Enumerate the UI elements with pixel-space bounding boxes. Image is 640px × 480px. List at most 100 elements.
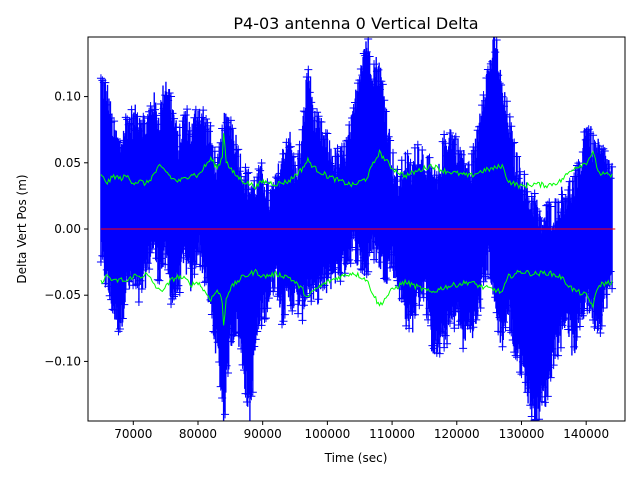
data-point-marker xyxy=(493,37,495,40)
data-point-marker xyxy=(169,114,178,123)
x-tick-label: 120000 xyxy=(434,427,480,441)
data-point-marker xyxy=(96,257,105,266)
data-point-marker xyxy=(118,314,127,323)
data-point-marker xyxy=(511,351,520,360)
data-point-marker xyxy=(260,315,269,324)
data-point-marker xyxy=(251,335,260,344)
data-point-marker xyxy=(263,304,272,313)
data-point-marker xyxy=(304,65,313,74)
data-point-marker xyxy=(210,147,219,156)
data-point-marker xyxy=(596,329,605,338)
data-point-marker xyxy=(510,138,519,147)
y-axis: 0.10 0.05 0.00 −0.05 −0.10 xyxy=(44,90,88,368)
data-point-marker xyxy=(467,317,476,326)
chart-title: P4-03 antenna 0 Vertical Delta xyxy=(233,14,478,33)
data-point-marker xyxy=(190,270,199,279)
data-point-marker xyxy=(244,168,253,177)
data-point-marker xyxy=(261,314,270,323)
data-point-marker xyxy=(114,138,123,147)
data-point-marker xyxy=(242,169,251,178)
data-point-marker xyxy=(250,342,259,351)
series-vertical-delta xyxy=(96,37,617,421)
data-point-marker xyxy=(183,105,192,114)
data-point-marker xyxy=(440,130,449,139)
data-point-marker xyxy=(495,79,504,88)
data-point-marker xyxy=(294,149,303,158)
data-point-marker xyxy=(235,167,244,176)
data-point-marker xyxy=(167,92,176,101)
data-point-marker xyxy=(479,277,488,286)
data-point-marker xyxy=(599,303,608,312)
data-point-marker xyxy=(578,311,587,320)
data-point-marker xyxy=(381,107,390,116)
x-tick-label: 70000 xyxy=(114,427,152,441)
data-point-marker xyxy=(146,248,155,257)
data-point-marker xyxy=(546,373,555,382)
data-point-marker xyxy=(520,170,529,179)
x-axis-label: Time (sec) xyxy=(324,451,388,465)
data-point-marker xyxy=(348,243,357,252)
data-point-marker xyxy=(121,113,130,122)
data-point-marker xyxy=(139,112,148,121)
data-point-marker xyxy=(228,124,237,133)
x-axis: 70000 80000 90000 100000 110000 120000 130000 1… xyxy=(114,421,609,441)
data-point-marker xyxy=(181,111,190,120)
data-point-marker xyxy=(169,292,178,301)
data-point-marker xyxy=(418,289,427,298)
data-point-marker xyxy=(175,288,184,297)
data-point-marker xyxy=(323,129,332,138)
data-point-marker xyxy=(556,343,565,352)
data-point-marker xyxy=(146,101,155,110)
data-point-marker xyxy=(459,344,468,353)
data-point-marker xyxy=(269,287,278,296)
data-point-marker xyxy=(456,146,465,155)
data-point-marker xyxy=(413,140,422,149)
data-point-marker xyxy=(397,156,406,165)
data-point-marker xyxy=(445,319,454,328)
data-point-marker xyxy=(597,321,606,330)
data-point-marker xyxy=(451,132,460,141)
data-point-marker xyxy=(221,410,230,419)
data-point-marker xyxy=(378,80,387,89)
data-point-marker xyxy=(289,300,298,309)
data-point-marker xyxy=(514,174,523,183)
data-point-marker xyxy=(513,152,522,161)
data-point-marker xyxy=(473,311,482,320)
data-point-marker xyxy=(199,106,208,115)
data-point-marker xyxy=(314,112,323,121)
x-tick-label: 100000 xyxy=(304,427,350,441)
data-point-marker xyxy=(285,143,294,152)
data-point-marker xyxy=(469,323,478,332)
series-upper-sigma xyxy=(100,133,613,190)
data-point-marker xyxy=(153,275,162,284)
data-point-marker xyxy=(148,244,157,253)
data-point-marker xyxy=(256,313,265,322)
data-point-marker xyxy=(409,160,418,169)
data-point-marker xyxy=(301,293,310,302)
data-point-marker xyxy=(280,310,289,319)
data-point-marker xyxy=(145,265,154,274)
data-point-marker xyxy=(389,148,398,157)
data-point-marker xyxy=(543,392,552,401)
data-point-marker xyxy=(549,361,558,370)
data-point-marker xyxy=(171,290,180,299)
data-point-marker xyxy=(383,275,392,284)
data-point-marker xyxy=(498,342,507,351)
data-point-marker xyxy=(364,37,373,44)
data-point-marker xyxy=(205,127,214,136)
data-point-marker xyxy=(247,392,256,401)
data-point-marker xyxy=(317,118,326,127)
data-point-marker xyxy=(110,117,119,126)
data-point-marker xyxy=(444,317,453,326)
data-point-marker xyxy=(380,96,389,105)
data-point-marker xyxy=(168,109,177,118)
data-point-marker xyxy=(450,324,459,333)
data-point-marker xyxy=(540,398,549,407)
data-point-marker xyxy=(364,267,373,276)
x-tick-label: 140000 xyxy=(563,427,609,441)
data-point-marker xyxy=(115,138,124,147)
data-point-marker xyxy=(574,159,583,168)
x-tick-label: 110000 xyxy=(369,427,415,441)
data-point-marker xyxy=(507,122,516,131)
data-point-marker xyxy=(101,78,110,87)
